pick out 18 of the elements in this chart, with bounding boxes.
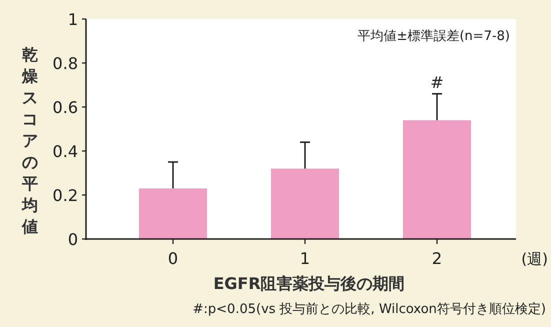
bar xyxy=(139,188,207,239)
y-tick-label: 0.2 xyxy=(52,186,78,205)
bar xyxy=(271,168,339,239)
annotation: 平均値±標準誤差(n=7-8) xyxy=(358,29,510,44)
y-tick-label: 1 xyxy=(68,10,78,29)
text: (週) xyxy=(521,250,548,268)
text: #:p<0.05(vs 投与前との比較, Wilcoxon符号付き順位検定) xyxy=(192,302,546,317)
y-tick-label: 0.4 xyxy=(52,142,78,161)
y-tick-label: 0.6 xyxy=(52,98,78,117)
annotation: # xyxy=(430,72,444,92)
y-tick-label: 0 xyxy=(68,230,78,249)
x-tick-label: 0 xyxy=(168,249,178,268)
y-tick-label: 0.8 xyxy=(52,54,78,73)
bar xyxy=(403,120,471,239)
x-tick-label: 2 xyxy=(432,249,442,268)
x-tick-label: 1 xyxy=(300,249,310,268)
text: 乾燥スコアの平均値 xyxy=(22,45,38,236)
x-axis-title: EGFR阻害薬投与後の期間 xyxy=(213,274,405,293)
